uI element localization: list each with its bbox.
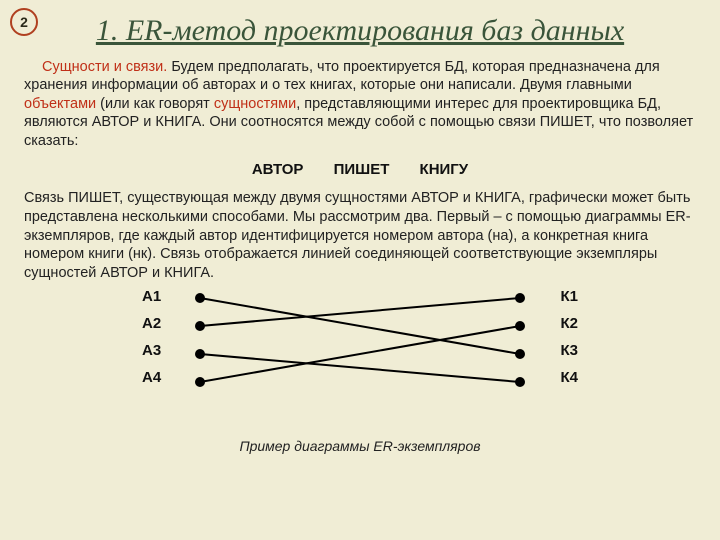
paragraph-2: Связь ПИШЕТ, существующая между двумя су… xyxy=(24,189,696,282)
p1-t2: (или как говорят xyxy=(96,96,214,112)
page-title: 1. ER-метод проектирования баз данных xyxy=(0,0,720,50)
term-objects: объектами xyxy=(24,96,96,112)
diagram-caption: Пример диаграммы ER-экземпляров xyxy=(120,438,600,454)
lead-phrase: Сущности и связи. xyxy=(42,59,167,75)
diagram-svg xyxy=(120,284,600,434)
paragraph-1: Сущности и связи. Будем предполагать, чт… xyxy=(24,58,696,151)
er-instance-diagram: А1 А2 А3 А4 К1 К2 К3 К4 Пример диаграммы… xyxy=(120,284,600,454)
page-number-badge: 2 xyxy=(10,8,38,36)
body-text: Сущности и связи. Будем предполагать, чт… xyxy=(0,50,720,283)
relation-triple: АВТОР ПИШЕТ КНИГУ xyxy=(24,150,696,189)
term-entities: сущностями xyxy=(214,96,296,112)
